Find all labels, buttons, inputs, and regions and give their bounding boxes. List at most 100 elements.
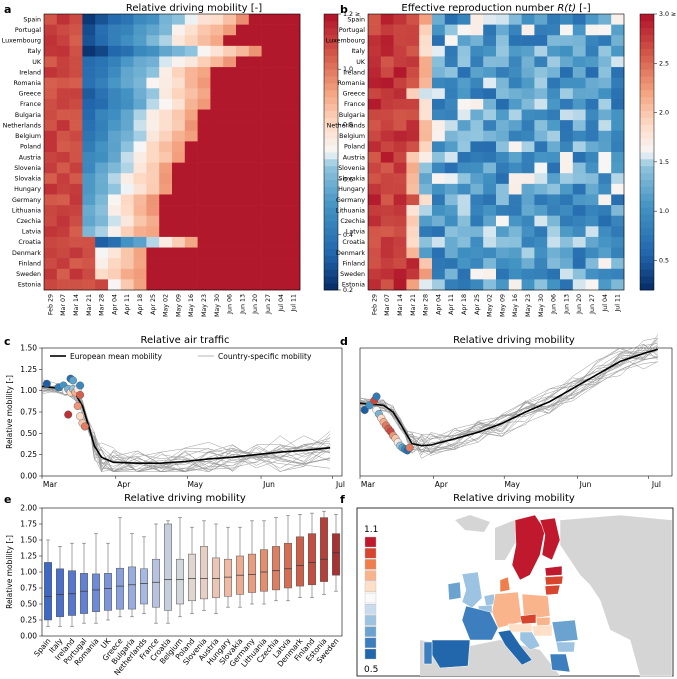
heatmap-cell	[56, 98, 70, 110]
heatmap-cell	[547, 120, 561, 132]
heatmap-cell	[172, 98, 186, 110]
heatmap-cell	[380, 120, 394, 132]
heatmap-cell	[368, 14, 382, 25]
heatmap-cell	[534, 67, 548, 78]
heatmap-row-label: Sweden	[340, 271, 365, 278]
heatmap-cell	[483, 162, 497, 174]
heatmap-cell	[534, 24, 548, 36]
heatmap-cell	[598, 205, 612, 216]
map-bulgaria	[555, 641, 576, 653]
heatmap-cell	[44, 183, 58, 195]
colorbar-segment	[324, 186, 338, 194]
country-dot	[76, 412, 85, 421]
heatmap-frame	[43, 13, 301, 291]
heatmap-cell	[236, 183, 250, 195]
heatmap-cell	[108, 98, 122, 110]
heatmap-cell	[611, 130, 625, 142]
heatmap-row-label: Denmark	[336, 250, 365, 257]
box	[308, 533, 316, 586]
heatmap-row-label: Germany	[12, 197, 41, 204]
heatmap-cell	[598, 173, 612, 185]
heatmap-cell	[508, 45, 522, 57]
heatmap-row-label: France	[344, 101, 365, 108]
heatmap-cell	[108, 141, 122, 153]
heatmap-cell	[120, 236, 134, 248]
country-dot	[80, 422, 89, 431]
heatmap-cell	[534, 183, 548, 195]
heatmap-cell	[560, 14, 574, 25]
heatmap-cell	[108, 162, 122, 174]
heatmap-cell	[508, 88, 522, 100]
heatmap-cell	[248, 98, 262, 110]
y-tick-label: 0.75	[20, 408, 37, 417]
heatmap-cell	[419, 24, 433, 36]
heatmap-cell	[184, 236, 198, 248]
heatmap-cell	[287, 194, 301, 206]
map-legend-swatch	[364, 559, 377, 570]
heatmap-cell	[159, 24, 173, 36]
heatmap-cell	[534, 279, 548, 291]
heatmap-cell	[483, 98, 497, 110]
heatmap-cell	[585, 215, 599, 227]
heatmap-cell	[393, 14, 407, 25]
heatmap-cell	[572, 268, 586, 280]
y-tick-label: 1.00	[20, 386, 37, 395]
map-sweden	[511, 514, 546, 581]
heatmap-cell	[572, 24, 586, 36]
heatmap-cell	[274, 247, 288, 259]
heatmap-col-label: Jun 27	[589, 294, 596, 315]
heatmap-cell	[274, 14, 288, 25]
heatmap-cell	[133, 226, 147, 238]
colorbar-segment	[324, 138, 338, 146]
country-dot	[76, 381, 85, 390]
colorbar-segment	[640, 103, 654, 111]
heatmap-cell	[69, 56, 83, 68]
heatmap-cell	[534, 226, 548, 238]
heatmap-cell	[585, 162, 599, 174]
heatmap-cell	[496, 279, 510, 291]
x-tick-label: Jul	[335, 480, 345, 489]
heatmap-cell	[611, 56, 625, 68]
heatmap-cell	[223, 236, 237, 248]
heatmap-cell	[444, 14, 458, 25]
heatmap-cell	[95, 258, 109, 270]
colorbar-tick-label: 0.8	[343, 121, 353, 128]
map-legend-swatch	[364, 615, 377, 626]
heatmap-cell	[521, 120, 535, 132]
heatmap-cell	[274, 268, 288, 280]
heatmap-cell	[69, 77, 83, 89]
heatmap-cell	[120, 205, 134, 216]
heatmap-cell	[120, 258, 134, 270]
box	[320, 517, 328, 582]
heatmap-cell	[248, 45, 262, 57]
heatmap-cell	[172, 56, 186, 68]
heatmap-cell	[108, 268, 122, 280]
heatmap-cell	[69, 120, 83, 132]
line-chart-d: Mar Apr May Jun Jul	[359, 334, 673, 489]
heatmap-cell	[172, 173, 186, 185]
heatmap-cell	[69, 226, 83, 238]
heatmap-cell	[483, 141, 497, 153]
heatmap-cell	[133, 45, 147, 57]
heatmap-row-label: Spain	[347, 16, 365, 23]
heatmap-cell	[419, 141, 433, 153]
heatmap-cell	[534, 141, 548, 153]
map-legend-swatch	[364, 604, 377, 615]
heatmap-col-label: Apr 25	[474, 294, 481, 315]
y-tick-label: 1.50	[20, 344, 37, 353]
heatmap-cell	[146, 109, 160, 121]
heatmap-cell	[159, 35, 173, 47]
heatmap-cell	[69, 141, 83, 153]
heatmap-cell	[146, 14, 160, 25]
heatmap-cell	[223, 226, 237, 238]
heatmap-cell	[261, 279, 275, 291]
heatmap-cell	[120, 141, 134, 153]
heatmap-cell	[82, 226, 96, 238]
colorbar-segment	[640, 55, 654, 63]
heatmap-cell	[380, 77, 394, 89]
heatmap-cell	[248, 226, 262, 238]
heatmap-cell	[598, 77, 612, 89]
heatmap-cell	[585, 183, 599, 195]
heatmap-row-label: Portugal	[15, 27, 41, 34]
